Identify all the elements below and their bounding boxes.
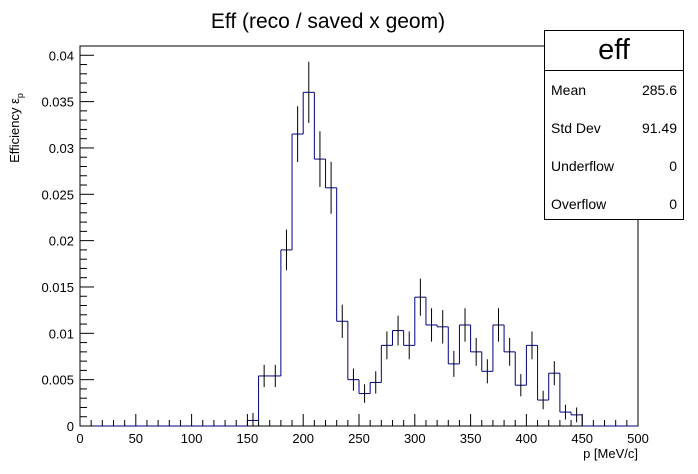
x-axis-label: p [MeV/c]	[583, 446, 638, 461]
y-tick-label: 0.02	[49, 234, 74, 249]
stats-value: 0	[669, 158, 677, 174]
x-tick-label: 400	[516, 431, 538, 446]
x-tick-label: 350	[460, 431, 482, 446]
stats-label: Std Dev	[551, 120, 601, 136]
stats-label: Mean	[551, 82, 587, 98]
x-tick-label: 500	[627, 431, 649, 446]
stats-label: Overflow	[551, 196, 607, 212]
y-tick-label: 0.025	[41, 187, 74, 202]
y-tick-label: 0.015	[41, 280, 74, 295]
stats-row-mean: Mean 285.6	[545, 71, 683, 109]
x-tick-label: 50	[129, 431, 143, 446]
chart-title: Eff (reco / saved x geom)	[210, 10, 446, 33]
y-tick-label: 0.03	[49, 141, 74, 156]
stats-row-stddev: Std Dev 91.49	[545, 109, 683, 147]
stats-row-underflow: Underflow 0	[545, 147, 683, 185]
x-tick-label: 450	[571, 431, 593, 446]
y-tick-label: 0.04	[49, 48, 74, 63]
y-tick-label: 0.035	[41, 95, 74, 110]
stats-row-overflow: Overflow 0	[545, 185, 683, 223]
x-tick-label: 150	[237, 431, 259, 446]
y-axis: 0 0.005 0.01 0.015 0.02 0.025 0.03 0.035 0.04	[41, 48, 94, 434]
y-tick-label: 0.005	[41, 373, 74, 388]
y-axis-label: Efficiency εp	[7, 93, 25, 163]
stats-value: 91.49	[641, 120, 677, 136]
y-tick-label: 0	[67, 419, 74, 434]
y-axis-label-main: Efficiency ε	[7, 98, 22, 163]
x-tick-label: 250	[348, 431, 370, 446]
stats-value: 285.6	[641, 82, 677, 98]
x-tick-label: 300	[404, 431, 426, 446]
stats-box: eff Mean 285.6 Std Dev 91.49 Underflow 0…	[544, 30, 684, 220]
x-axis: 0 50 100 150 200 250 300 350 400 450 500	[76, 414, 649, 446]
stats-value: 0	[669, 196, 677, 212]
y-tick-label: 0.01	[49, 326, 74, 341]
x-tick-label: 0	[76, 431, 83, 446]
error-bars	[252, 61, 578, 426]
stats-label: Underflow	[551, 158, 615, 174]
x-tick-label: 200	[292, 431, 314, 446]
y-axis-label-subscript: p	[15, 93, 25, 98]
x-tick-label: 100	[181, 431, 203, 446]
stats-box-title: eff	[545, 31, 683, 71]
